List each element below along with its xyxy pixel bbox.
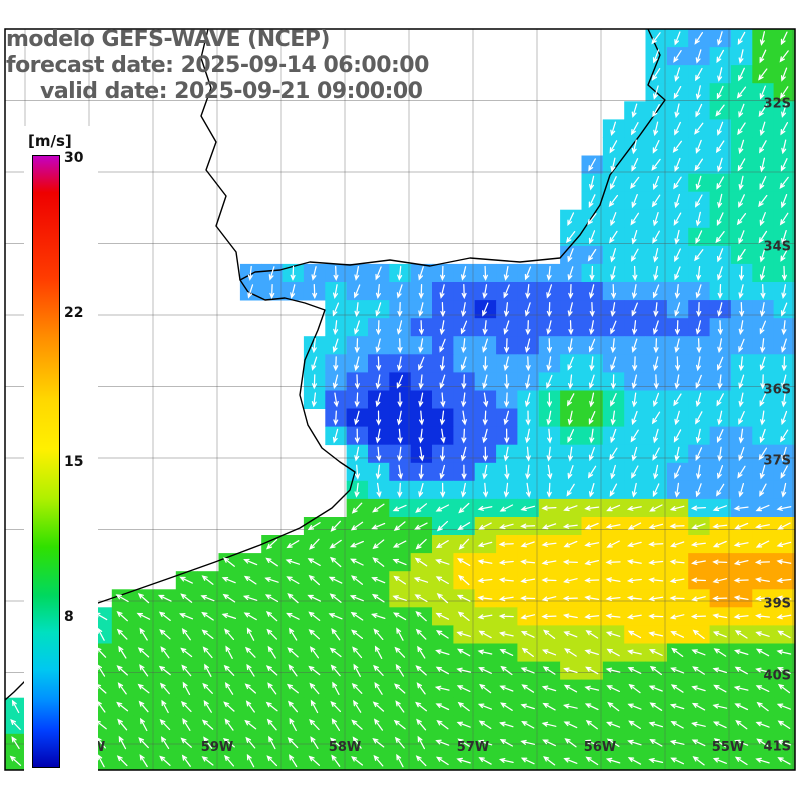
lat-label: 37S (763, 453, 791, 469)
colorbar-tick: 8 (64, 609, 74, 625)
lat-label: 34S (763, 239, 791, 255)
lat-label: 32S (763, 96, 791, 112)
lon-label: 59W (200, 740, 234, 755)
lon-label: 58W (328, 740, 362, 755)
valid-date: valid date: 2025-09-21 09:00:00 (40, 79, 423, 104)
lon-label: 56W (583, 740, 617, 755)
colorbar-tick: 15 (64, 454, 84, 470)
model-title: modelo GEFS-WAVE (NCEP) (6, 27, 330, 52)
lat-label: 40S (763, 668, 791, 684)
lon-label: 55W (711, 740, 745, 755)
lat-label: 36S (763, 382, 791, 398)
colorbar: [m/s] 30 22 15 8 (24, 126, 98, 772)
colorbar-tick: 22 (64, 305, 84, 321)
lat-label: 39S (763, 596, 791, 612)
lat-label: 41S (763, 739, 791, 755)
coastline (4, 28, 666, 701)
colorbar-tick: 30 (64, 150, 84, 166)
colorbar-unit-label: [m/s] (28, 132, 72, 150)
wave-direction-arrow-layer (9, 31, 792, 768)
lon-label: 57W (456, 740, 490, 755)
map-frame (4, 28, 796, 771)
forecast-date: forecast date: 2025-09-14 06:00:00 (6, 53, 429, 78)
colorbar-gradient (32, 155, 60, 768)
